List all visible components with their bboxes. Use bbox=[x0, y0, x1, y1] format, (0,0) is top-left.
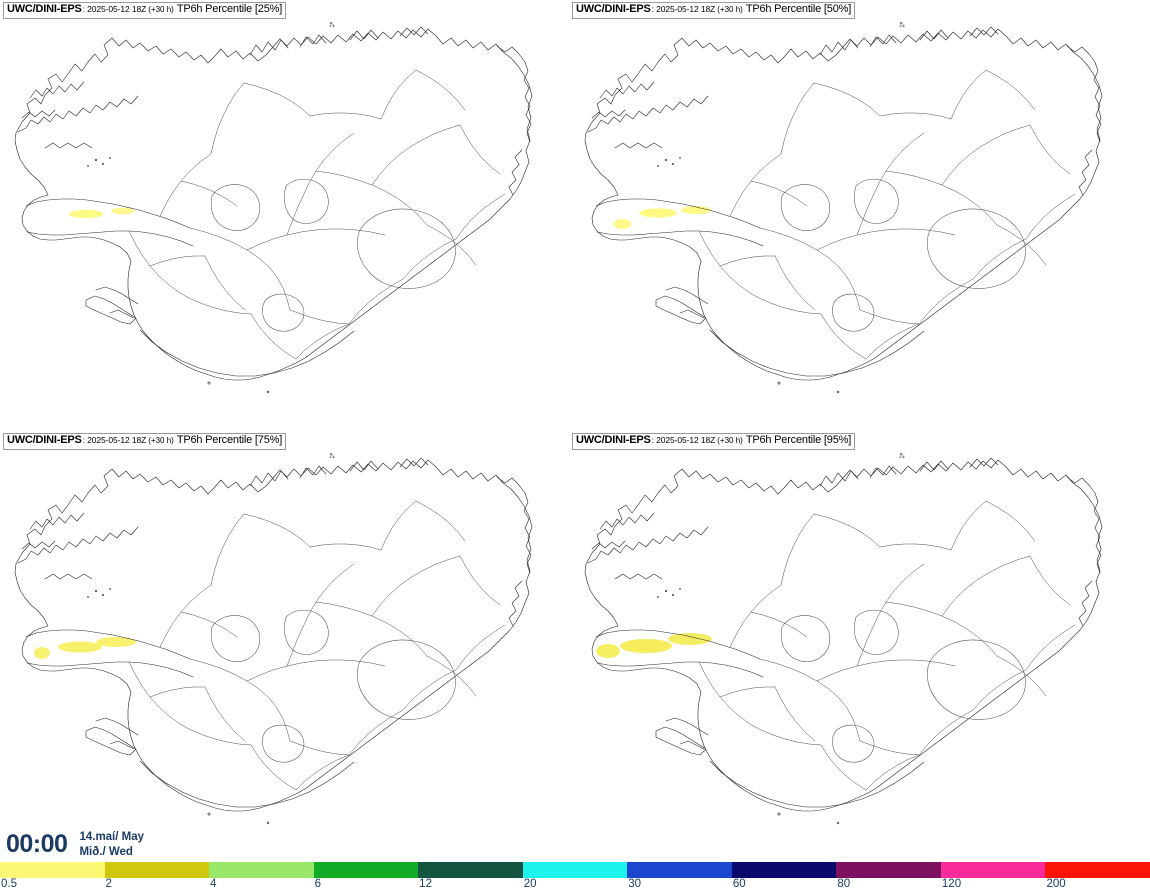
map-panel-percentile-25[interactable]: UWC/DINI-EPS : 2025-05-12 18Z (+30 h) TP… bbox=[0, 0, 570, 430]
panel-title-parameter: TP6h Percentile [25%] bbox=[176, 3, 283, 15]
panel-title-percentile-75: UWC/DINI-EPS : 2025-05-12 18Z (+30 h) TP… bbox=[3, 433, 287, 450]
precip-blob bbox=[596, 644, 620, 658]
colorbar-legend[interactable]: 0.5 2 4 6 12 20 30 60 80 120 200 bbox=[0, 862, 1150, 891]
colorbar-segment bbox=[627, 862, 732, 878]
iceland-map-percentile-95 bbox=[584, 452, 1103, 825]
precip-blob bbox=[681, 206, 711, 214]
colorbar-tick-label: 80 bbox=[837, 878, 851, 890]
precip-blob bbox=[58, 641, 102, 653]
panel-title-run: : 2025-05-12 18Z bbox=[651, 4, 716, 14]
colorbar-tick-label: 60 bbox=[732, 878, 746, 890]
panel-title-model: UWC/DINI-EPS bbox=[7, 434, 82, 446]
panel-title-run: : 2025-05-12 18Z bbox=[82, 435, 147, 445]
panel-title-percentile-95: UWC/DINI-EPS : 2025-05-12 18Z (+30 h) TP… bbox=[572, 433, 856, 450]
panel-title-parameter: TP6h Percentile [95%] bbox=[745, 434, 852, 446]
panel-title-percentile-25: UWC/DINI-EPS : 2025-05-12 18Z (+30 h) TP… bbox=[3, 2, 287, 19]
panel-title-leadtime: (+30 h) bbox=[717, 5, 743, 14]
colorbar-segment bbox=[0, 862, 105, 878]
colorbar-segment bbox=[731, 862, 837, 878]
iceland-map-percentile-25 bbox=[14, 21, 533, 394]
panel-title-leadtime: (+30 h) bbox=[148, 436, 174, 445]
map-panel-percentile-95[interactable]: UWC/DINI-EPS : 2025-05-12 18Z (+30 h) TP… bbox=[570, 431, 1140, 861]
valid-date-line-2: Mið./ Wed bbox=[79, 845, 133, 858]
colorbar-segment bbox=[313, 862, 419, 878]
panel-title-run: : 2025-05-12 18Z bbox=[651, 435, 716, 445]
precip-blob bbox=[668, 633, 712, 645]
panel-title-leadtime: (+30 h) bbox=[148, 5, 174, 14]
precip-blob bbox=[613, 219, 631, 229]
footer-legend: 00:00 14.maí/ May Mið./ Wed 0.5 2 4 6 12 20 30… bbox=[0, 826, 1150, 891]
precipitation-layer-50 bbox=[613, 206, 711, 229]
precipitation-layer-25 bbox=[69, 207, 135, 219]
colorbar-tick-label: 200 bbox=[1046, 878, 1066, 890]
precipitation-layer-75 bbox=[34, 637, 136, 659]
colorbar-segment bbox=[209, 862, 314, 878]
map-panel-percentile-50[interactable]: UWC/DINI-EPS : 2025-05-12 18Z (+30 h) TP… bbox=[570, 0, 1140, 430]
valid-date-line-1: 14.maí/ May bbox=[79, 831, 145, 843]
precip-blob bbox=[639, 208, 677, 218]
colorbar-tick-label: 12 bbox=[419, 878, 432, 890]
colorbar-tick-label: 4 bbox=[210, 878, 217, 890]
colorbar-segment bbox=[1045, 862, 1150, 878]
panel-title-model: UWC/DINI-EPS bbox=[576, 3, 651, 15]
valid-time-block: 00:00 14.maí/ May Mið./ Wed bbox=[6, 830, 144, 859]
colorbar-tick-labels: 0.5 2 4 6 12 20 30 60 80 120 200 bbox=[0, 878, 1150, 891]
precip-blob bbox=[34, 647, 50, 659]
valid-date-block: 14.maí/ May Mið./ Wed bbox=[79, 830, 144, 859]
panel-title-leadtime: (+30 h) bbox=[717, 436, 743, 445]
colorbar-tick-label: 120 bbox=[941, 878, 962, 890]
colorbar-segment bbox=[104, 862, 210, 878]
colorbar-tick-label: 30 bbox=[628, 878, 642, 890]
colorbar-gradient[interactable] bbox=[0, 862, 1150, 878]
colorbar-segment bbox=[940, 862, 1046, 878]
panel-title-model: UWC/DINI-EPS bbox=[7, 3, 82, 15]
precip-blob bbox=[620, 639, 672, 653]
valid-time-clock: 00:00 bbox=[6, 830, 68, 859]
map-panel-grid: UWC/DINI-EPS : 2025-05-12 18Z (+30 h) TP… bbox=[0, 0, 1140, 861]
iceland-map-percentile-75 bbox=[14, 452, 533, 825]
panel-title-run: : 2025-05-12 18Z bbox=[82, 4, 147, 14]
panel-title-percentile-50: UWC/DINI-EPS : 2025-05-12 18Z (+30 h) TP… bbox=[572, 2, 856, 19]
colorbar-segment bbox=[418, 862, 523, 878]
precip-blob bbox=[96, 637, 136, 647]
precip-blob bbox=[69, 209, 103, 219]
colorbar-tick-label: 0.5 bbox=[1, 878, 17, 890]
iceland-map-percentile-50 bbox=[584, 21, 1103, 394]
map-panel-percentile-75[interactable]: UWC/DINI-EPS : 2025-05-12 18Z (+30 h) TP… bbox=[0, 431, 570, 861]
colorbar-tick-label: 6 bbox=[314, 878, 322, 890]
colorbar-segment bbox=[522, 862, 628, 878]
colorbar-tick-label: 2 bbox=[105, 878, 112, 890]
panel-title-model: UWC/DINI-EPS bbox=[576, 434, 651, 446]
colorbar-segment bbox=[836, 862, 941, 878]
panel-title-parameter: TP6h Percentile [75%] bbox=[176, 434, 283, 446]
precipitation-layer-95 bbox=[596, 633, 712, 658]
colorbar-tick-label: 20 bbox=[523, 878, 537, 890]
panel-title-parameter: TP6h Percentile [50%] bbox=[745, 3, 852, 15]
precip-blob bbox=[111, 207, 135, 215]
